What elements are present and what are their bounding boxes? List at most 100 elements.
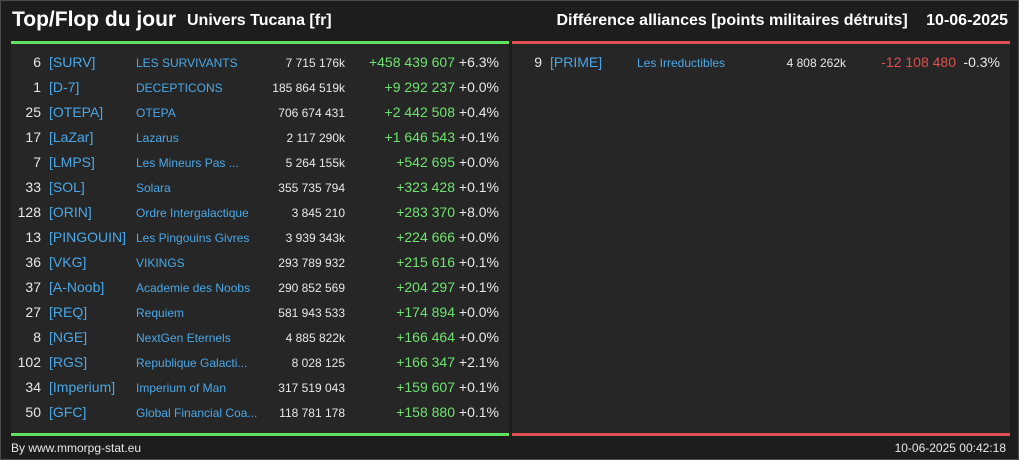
alliance-name-link[interactable]: Global Financial Coa...: [136, 406, 258, 420]
header-right: Différence alliances [points militaires …: [556, 12, 1008, 30]
alliance-percent: -0.3%: [963, 54, 1000, 70]
alliance-name-link[interactable]: OTEPA: [136, 106, 176, 120]
alliance-diff: +166 464: [396, 329, 455, 345]
alliance-rank: 102: [17, 354, 41, 370]
alliance-rank: 9: [534, 54, 542, 70]
alliance-percent: +0.0%: [458, 329, 499, 345]
top-row: 33 [SOL] Solara 355 735 794 +323 428 +0.1%: [11, 175, 509, 200]
alliance-tag-link[interactable]: [RGS]: [49, 354, 88, 370]
alliance-percent: +0.1%: [458, 379, 499, 395]
alliance-diff: +174 894: [396, 304, 455, 320]
alliance-points: 185 864 519k: [272, 81, 345, 95]
alliance-percent: +0.1%: [458, 129, 499, 145]
alliance-rank: 33: [25, 179, 41, 195]
alliance-rank: 8: [33, 329, 41, 345]
alliance-tag-link[interactable]: [SOL]: [49, 179, 85, 195]
alliance-tag-link[interactable]: [LaZar]: [49, 129, 94, 145]
alliance-name-link[interactable]: Ordre Intergalactique: [136, 206, 249, 220]
alliance-points: 4 885 822k: [285, 331, 345, 345]
alliance-tag-link[interactable]: [D-7]: [49, 79, 80, 95]
alliance-name-link[interactable]: Academie des Noobs: [136, 281, 251, 295]
alliance-name-link[interactable]: LES SURVIVANTS: [136, 56, 238, 70]
alliance-rank: 6: [33, 54, 41, 70]
alliance-tag-link[interactable]: [PRIME]: [550, 54, 603, 70]
alliance-diff: +283 370: [396, 204, 455, 220]
alliance-rank: 7: [33, 154, 41, 170]
alliance-points: 8 028 125: [291, 356, 345, 370]
alliance-name-link[interactable]: Republique Galacti...: [136, 356, 248, 370]
alliance-diff: +166 347: [396, 354, 455, 370]
top-row: 25 [OTEPA] OTEPA 706 674 431 +2 442 508 +0.4%: [11, 100, 509, 125]
alliance-name-link[interactable]: Les Irreductibles: [637, 56, 726, 70]
alliance-tag-link[interactable]: [VKG]: [49, 254, 87, 270]
alliance-name-link[interactable]: Les Pingouins Givres: [136, 231, 250, 245]
top-row: 1 [D-7] DECEPTICONS 185 864 519k +9 292 237 +…: [11, 75, 509, 100]
header-date: 10-06-2025: [926, 12, 1008, 29]
alliance-percent: +0.4%: [458, 104, 499, 120]
alliance-percent: +2.1%: [458, 354, 499, 370]
alliance-percent: +0.0%: [458, 79, 499, 95]
alliance-tag-link[interactable]: [SURV]: [49, 54, 96, 70]
alliance-name-link[interactable]: Imperium of Man: [136, 381, 227, 395]
alliance-rank: 36: [25, 254, 41, 270]
alliance-points: 290 852 569: [278, 281, 345, 295]
alliance-rank: 128: [17, 204, 41, 220]
alliance-points: 3 939 343k: [285, 231, 345, 245]
source-link[interactable]: By www.mmorpg-stat.eu: [11, 441, 142, 455]
alliance-points: 706 674 431: [278, 106, 345, 120]
alliance-name-link[interactable]: NextGen Eternels: [136, 331, 231, 345]
alliance-tag-link[interactable]: [GFC]: [49, 404, 87, 420]
top-row: 13 [PINGOUIN] Les Pingouins Givres 3 939 34…: [11, 225, 509, 250]
alliance-diff: +542 695: [396, 154, 455, 170]
alliance-tag-link[interactable]: [OTEPA]: [49, 104, 104, 120]
alliance-tag-link[interactable]: [LMPS]: [49, 154, 95, 170]
alliance-points: 3 845 210: [291, 206, 345, 220]
alliance-points: 355 735 794: [278, 181, 345, 195]
alliance-name-link[interactable]: Les Mineurs Pas ...: [136, 156, 239, 170]
footer-timestamp: 10-06-2025 00:42:18: [894, 441, 1006, 455]
alliance-percent: +0.1%: [458, 404, 499, 420]
top-row: 6 [SURV] LES SURVIVANTS 7 715 176k +458 439 …: [11, 50, 509, 75]
alliance-tag-link[interactable]: [ORIN]: [49, 204, 92, 220]
alliance-tag-link[interactable]: [NGE]: [49, 329, 88, 345]
alliance-tag-link[interactable]: [Imperium]: [49, 379, 116, 395]
alliance-rank: 50: [25, 404, 41, 420]
alliance-name-link[interactable]: Requiem: [136, 306, 185, 320]
alliance-diff: +458 439 607: [368, 54, 455, 70]
flop-panel: 9 [PRIME] Les Irreductibles 4 808 262k -12 1…: [512, 41, 1010, 436]
alliance-percent: +0.1%: [458, 254, 499, 270]
header: Top/Flop du jour Univers Tucana [fr] Dif…: [1, 1, 1019, 41]
alliance-diff: +158 880: [396, 404, 455, 420]
alliance-tag-link[interactable]: [PINGOUIN]: [49, 229, 127, 245]
alliance-points: 293 789 932: [278, 256, 345, 270]
alliance-percent: +6.3%: [458, 54, 499, 70]
alliance-name-link[interactable]: DECEPTICONS: [136, 81, 223, 95]
alliance-rank: 37: [25, 279, 41, 295]
alliance-rank: 13: [25, 229, 41, 245]
alliance-name-link[interactable]: Solara: [136, 181, 171, 195]
metric-label: Différence alliances [points militaires …: [556, 12, 908, 29]
alliance-percent: +0.0%: [458, 154, 499, 170]
alliance-percent: +0.1%: [458, 279, 499, 295]
alliance-rank: 27: [25, 304, 41, 320]
top-row: 50 [GFC] Global Financial Coa... 118 781 17…: [11, 400, 509, 425]
alliance-name-link[interactable]: Lazarus: [136, 131, 179, 145]
universe-label: Univers Tucana [fr]: [187, 12, 332, 29]
alliance-tag-link[interactable]: [REQ]: [49, 304, 88, 320]
alliance-diff: +224 666: [396, 229, 455, 245]
alliance-rank: 17: [25, 129, 41, 145]
alliance-percent: +0.0%: [458, 229, 499, 245]
alliance-diff: -12 108 480: [881, 54, 956, 70]
top-row: 8 [NGE] NextGen Eternels 4 885 822k +166 464…: [11, 325, 509, 350]
top-row: 36 [VKG] VIKINGS 293 789 932 +215 616 +0.1%: [11, 250, 509, 275]
alliance-points: 581 943 533: [278, 306, 345, 320]
alliance-tag-link[interactable]: [A-Noob]: [49, 279, 105, 295]
top-row: 102 [RGS] Republique Galacti... 8 028 125 +1…: [11, 350, 509, 375]
alliance-name-link[interactable]: VIKINGS: [136, 256, 185, 270]
alliance-diff: +204 297: [396, 279, 455, 295]
alliance-points: 4 808 262k: [786, 56, 846, 70]
alliance-points: 5 264 155k: [285, 156, 345, 170]
top-row: 17 [LaZar] Lazarus 2 117 290k +1 646 543 +0.1…: [11, 125, 509, 150]
alliance-percent: +0.0%: [458, 304, 499, 320]
